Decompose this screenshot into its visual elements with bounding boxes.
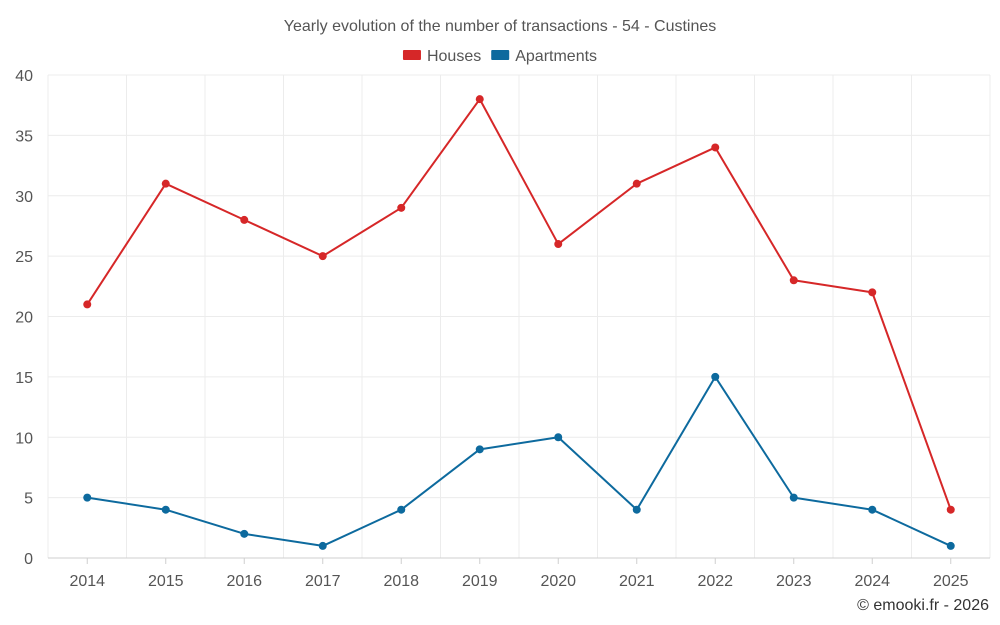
data-point-apartments[interactable]	[789, 493, 798, 502]
x-tick-label: 2020	[540, 573, 576, 590]
data-point-apartments[interactable]	[397, 505, 406, 514]
data-point-houses[interactable]	[161, 179, 170, 188]
data-point-apartments[interactable]	[711, 372, 720, 381]
x-tick-label: 2025	[933, 573, 969, 590]
data-point-apartments[interactable]	[161, 505, 170, 514]
data-point-apartments[interactable]	[632, 505, 641, 514]
data-point-apartments[interactable]	[83, 493, 92, 502]
legend-label: Houses	[427, 48, 481, 65]
y-tick-label: 20	[15, 310, 33, 327]
data-point-apartments[interactable]	[554, 433, 563, 442]
data-point-houses[interactable]	[632, 179, 641, 188]
data-point-houses[interactable]	[83, 300, 92, 309]
y-tick-label: 0	[24, 551, 33, 568]
y-axis: 0 5 10 15 20 25 30 35 40	[15, 68, 33, 568]
series-group	[83, 95, 955, 550]
data-point-apartments[interactable]	[240, 529, 249, 538]
y-tick-label: 15	[15, 370, 33, 387]
data-point-houses[interactable]	[240, 215, 249, 224]
credit-text: © emooki.fr - 2026	[857, 597, 989, 614]
data-point-houses[interactable]	[711, 143, 720, 152]
x-tick-label: 2024	[854, 573, 890, 590]
data-point-houses[interactable]	[868, 288, 877, 297]
data-point-apartments[interactable]	[946, 541, 955, 550]
y-tick-label: 5	[24, 491, 33, 508]
y-tick-label: 25	[15, 249, 33, 266]
data-point-houses[interactable]	[397, 203, 406, 212]
legend-item-apartments[interactable]: Apartments	[491, 48, 597, 65]
data-point-houses[interactable]	[475, 95, 484, 104]
x-tick-label: 2018	[383, 573, 419, 590]
x-tick-label: 2014	[69, 573, 105, 590]
legend-label: Apartments	[515, 48, 597, 65]
data-point-houses[interactable]	[318, 252, 327, 261]
legend-swatch	[491, 50, 510, 60]
data-point-apartments[interactable]	[318, 541, 327, 550]
series-houses	[83, 95, 955, 514]
grid	[47, 74, 991, 559]
y-tick-label: 10	[15, 430, 33, 447]
legend-item-houses[interactable]: Houses	[402, 48, 481, 65]
series-line-houses	[86, 98, 952, 511]
data-point-apartments[interactable]	[475, 445, 484, 454]
x-tick-label: 2015	[148, 573, 184, 590]
y-tick-label: 30	[15, 189, 33, 206]
data-point-houses[interactable]	[554, 240, 563, 249]
series-line-apartments	[87, 375, 952, 547]
x-tick-label: 2016	[226, 573, 262, 590]
legend-swatch	[402, 50, 421, 60]
x-tick-label: 2022	[697, 573, 733, 590]
x-tick-label: 2021	[619, 573, 655, 590]
data-point-houses[interactable]	[946, 505, 955, 514]
series-apartments	[83, 372, 955, 550]
x-tick-label: 2019	[462, 573, 498, 590]
y-tick-label: 35	[15, 128, 33, 145]
x-axis: 2014 2015 2016 2017 2018 2019 2020 2021 2022 2023…	[69, 558, 969, 590]
chart-title: Yearly evolution of the number of transa…	[284, 18, 717, 35]
x-tick-label: 2017	[305, 573, 341, 590]
legend[interactable]: Houses Apartments	[402, 48, 597, 65]
data-point-houses[interactable]	[789, 276, 798, 285]
y-tick-label: 40	[15, 68, 33, 85]
x-tick-label: 2023	[776, 573, 812, 590]
data-point-apartments[interactable]	[868, 505, 877, 514]
